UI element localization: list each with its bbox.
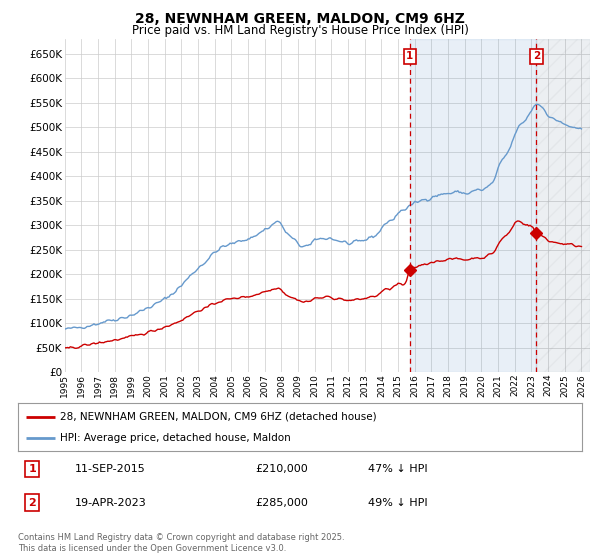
Text: 49% ↓ HPI: 49% ↓ HPI — [368, 498, 427, 507]
Text: HPI: Average price, detached house, Maldon: HPI: Average price, detached house, Mald… — [60, 433, 291, 444]
Text: 2: 2 — [533, 52, 540, 62]
Text: Price paid vs. HM Land Registry's House Price Index (HPI): Price paid vs. HM Land Registry's House … — [131, 24, 469, 36]
Text: 28, NEWNHAM GREEN, MALDON, CM9 6HZ: 28, NEWNHAM GREEN, MALDON, CM9 6HZ — [135, 12, 465, 26]
Text: 1: 1 — [406, 52, 413, 62]
Text: £285,000: £285,000 — [255, 498, 308, 507]
Text: Contains HM Land Registry data © Crown copyright and database right 2025.
This d: Contains HM Land Registry data © Crown c… — [18, 533, 344, 553]
Bar — [536, 39, 590, 372]
Text: 11-SEP-2015: 11-SEP-2015 — [74, 464, 145, 474]
Text: 2: 2 — [28, 498, 36, 507]
Bar — [536, 39, 590, 372]
Text: £210,000: £210,000 — [255, 464, 308, 474]
Text: 47% ↓ HPI: 47% ↓ HPI — [368, 464, 427, 474]
Text: 1: 1 — [28, 464, 36, 474]
Text: 19-APR-2023: 19-APR-2023 — [74, 498, 146, 507]
Bar — [410, 39, 536, 372]
Text: 28, NEWNHAM GREEN, MALDON, CM9 6HZ (detached house): 28, NEWNHAM GREEN, MALDON, CM9 6HZ (deta… — [60, 412, 377, 422]
